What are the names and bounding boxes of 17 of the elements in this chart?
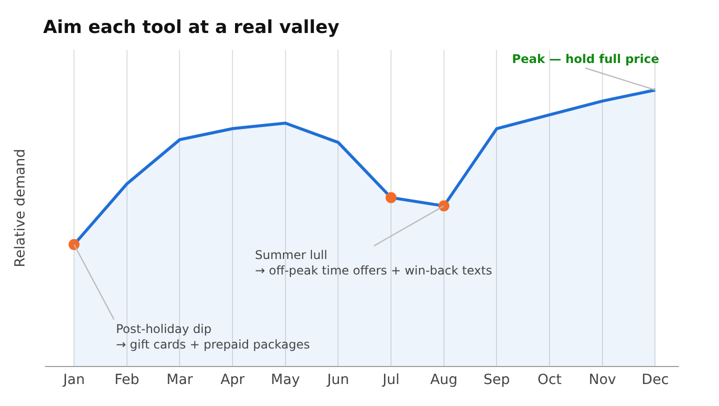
annotation: Summer lull → off-peak time offers + win-back texts (255, 248, 492, 278)
annotation: Peak — hold full price (512, 52, 660, 66)
x-tick-label: Jul (382, 372, 400, 388)
x-tick-label: Feb (114, 372, 140, 388)
annotation: Post-holiday dip → gift cards + prepaid packages (116, 322, 310, 352)
x-tick-label: May (270, 372, 300, 388)
y-axis-title: Relative demand (12, 148, 29, 268)
chart-title: Aim each tool at a real valley (43, 16, 340, 38)
x-tick-label: Sep (484, 372, 510, 388)
x-tick-label: Jan (62, 372, 85, 388)
x-tick-label: Apr (220, 372, 245, 388)
x-tick-label: Nov (588, 372, 616, 388)
x-tick-label: Oct (537, 372, 562, 388)
x-tick-label: Jun (326, 372, 350, 388)
x-tick-label: Aug (430, 372, 458, 388)
x-tick-label: Mar (166, 372, 194, 388)
x-tick-label: Dec (642, 372, 669, 388)
